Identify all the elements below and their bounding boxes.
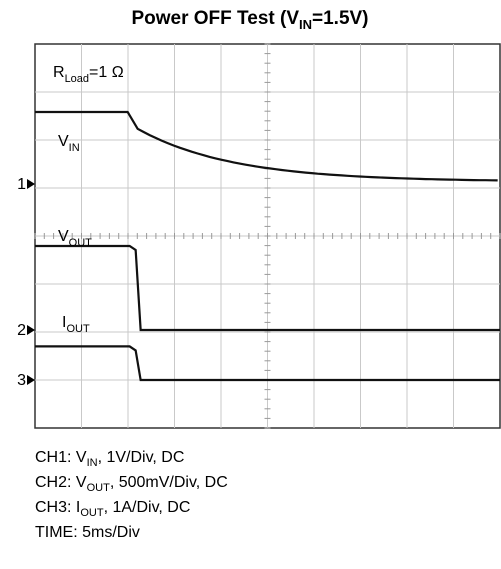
trace-label-iout: IOUT [62,314,90,335]
legend-ch1: CH1: VIN, 1V/Div, DC [35,449,185,469]
trace-ch1 [35,110,498,182]
legend-ch2: CH2: VOUT, 500mV/Div, DC [35,474,228,494]
marker-arrow-icon [27,179,35,189]
marker-arrow-icon [27,375,35,385]
legend-ch3: CH3: IOUT, 1A/Div, DC [35,499,191,519]
trace-label-vout: VOUT [58,228,92,249]
trace-ch2 [35,244,500,332]
channel-markers: 1 2 3 [17,176,35,389]
channel-marker-3: 3 [17,372,26,389]
marker-arrow-icon [27,325,35,335]
load-annotation: RLoad=1 Ω [53,64,124,85]
channel-marker-1: 1 [17,176,26,193]
legend-time: TIME: 5ms/Div [35,524,140,541]
channel-marker-2: 2 [17,322,26,339]
trace-label-vin: VIN [58,133,80,154]
channel-legend: CH1: VIN, 1V/Div, DC CH2: VOUT, 500mV/Di… [35,445,228,545]
plot-traces [35,110,500,382]
oscilloscope-chart: Power OFF Test (VIN=1.5V) RLoad=1 Ω VIN … [17,8,501,429]
plot-grid [34,43,501,429]
trace-ch3 [35,345,500,382]
chart-title: Power OFF Test (VIN=1.5V) [131,8,368,32]
